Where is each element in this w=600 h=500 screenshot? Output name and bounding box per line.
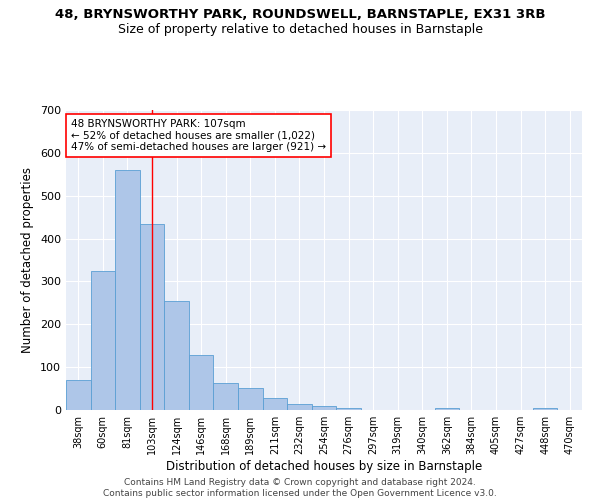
Y-axis label: Number of detached properties: Number of detached properties <box>22 167 34 353</box>
Bar <box>115 170 140 410</box>
Bar <box>91 270 115 410</box>
Bar <box>434 408 459 410</box>
Text: 48, BRYNSWORTHY PARK, ROUNDSWELL, BARNSTAPLE, EX31 3RB: 48, BRYNSWORTHY PARK, ROUNDSWELL, BARNST… <box>55 8 545 20</box>
Bar <box>214 384 238 410</box>
Bar <box>312 406 336 410</box>
X-axis label: Distribution of detached houses by size in Barnstaple: Distribution of detached houses by size … <box>166 460 482 473</box>
Text: Size of property relative to detached houses in Barnstaple: Size of property relative to detached ho… <box>118 22 482 36</box>
Bar <box>140 224 164 410</box>
Text: 48 BRYNSWORTHY PARK: 107sqm
← 52% of detached houses are smaller (1,022)
47% of : 48 BRYNSWORTHY PARK: 107sqm ← 52% of det… <box>71 119 326 152</box>
Bar <box>66 380 91 410</box>
Bar <box>263 398 287 410</box>
Bar <box>336 408 361 410</box>
Bar <box>287 404 312 410</box>
Bar <box>533 408 557 410</box>
Bar <box>164 300 189 410</box>
Text: Contains HM Land Registry data © Crown copyright and database right 2024.
Contai: Contains HM Land Registry data © Crown c… <box>103 478 497 498</box>
Bar <box>189 355 214 410</box>
Bar <box>238 388 263 410</box>
